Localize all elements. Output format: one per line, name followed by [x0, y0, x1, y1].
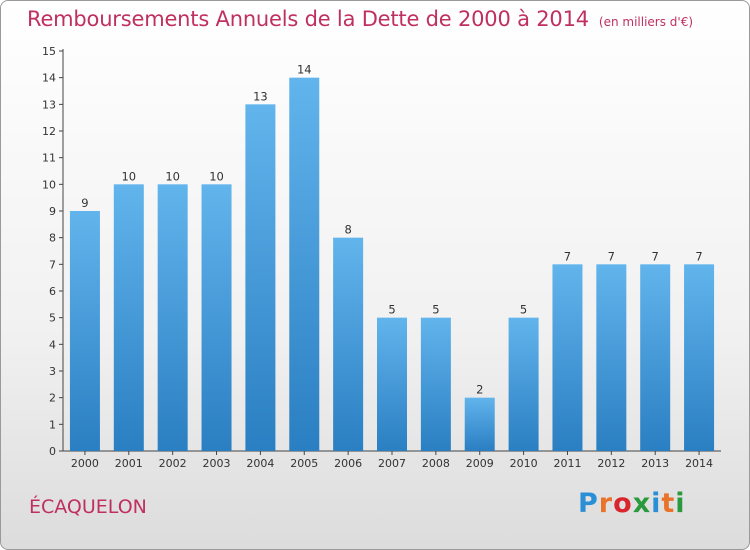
x-tick-label: 2001: [115, 457, 143, 470]
bar: [201, 184, 232, 452]
x-tick-label: 2013: [641, 457, 669, 470]
y-tick-label: 3: [49, 365, 56, 378]
y-tick-label: 13: [42, 98, 56, 111]
chart-data-labels: 9 10 10 10 13 14 8 5 5 2 5 7 7 7 7: [81, 63, 702, 397]
bar: [552, 264, 583, 451]
data-label: 13: [253, 89, 268, 103]
bar: [377, 317, 407, 451]
y-tick-label: 11: [42, 152, 56, 165]
y-tick-label: 1: [49, 418, 56, 431]
logo-letter: i: [675, 488, 686, 519]
y-tick-label: 6: [49, 285, 56, 298]
bar: [69, 211, 100, 451]
x-tick-label: 2011: [553, 457, 581, 470]
x-tick-label: 2000: [71, 457, 99, 470]
x-tick-label: 2003: [203, 457, 231, 470]
proxiti-logo: Proxiti: [578, 488, 686, 519]
logo-letter: i: [651, 488, 662, 519]
bar: [245, 104, 276, 451]
logo-letter: x: [632, 488, 652, 519]
chart-title: Remboursements Annuels de la Dette de 20…: [27, 7, 693, 31]
bar: [113, 184, 144, 452]
data-label: 7: [652, 249, 659, 263]
x-tick-label: 2007: [378, 457, 406, 470]
data-label: 7: [608, 249, 615, 263]
y-tick-label: 14: [42, 72, 56, 85]
title-text: Remboursements Annuels de la Dette de 20…: [27, 7, 589, 31]
bar: [508, 317, 539, 451]
y-tick-label: 15: [42, 45, 56, 58]
bar: [333, 237, 364, 451]
chart-x-tick-labels: 2000 2001 2002 2003 2004 2005 2006 2007 2008 2009…: [71, 457, 713, 470]
y-tick-label: 8: [49, 232, 56, 245]
data-label: 5: [388, 303, 395, 317]
data-label: 8: [344, 223, 351, 237]
x-tick-label: 2014: [685, 457, 713, 470]
data-label: 10: [209, 169, 224, 183]
data-label: 10: [165, 169, 180, 183]
data-label: 10: [121, 169, 136, 183]
data-label: 5: [520, 303, 527, 317]
bar: [464, 397, 495, 451]
bar: [596, 264, 627, 451]
y-tick-label: 12: [42, 125, 56, 138]
data-label: 5: [432, 303, 439, 317]
y-tick-label: 4: [49, 338, 56, 351]
chart-bars: [69, 77, 715, 452]
data-label: 7: [695, 249, 702, 263]
logo-letter: o: [613, 488, 633, 519]
logo-letter: r: [598, 488, 614, 519]
bar: [289, 77, 320, 452]
bar: [157, 184, 188, 452]
x-tick-label: 2008: [422, 457, 450, 470]
x-tick-label: 2006: [334, 457, 362, 470]
y-tick-label: 9: [49, 205, 56, 218]
chart-subtitle: (en milliers d'€): [598, 15, 694, 29]
x-tick-label: 2004: [246, 457, 274, 470]
data-label: 14: [297, 63, 312, 77]
bar: [640, 264, 671, 451]
y-tick-label: 5: [49, 312, 56, 325]
logo-letter: t: [661, 488, 676, 519]
x-tick-label: 2002: [159, 457, 187, 470]
bar: [684, 264, 715, 451]
x-tick-label: 2012: [597, 457, 625, 470]
logo-letter: P: [578, 488, 599, 519]
commune-name: ÉCAQUELON: [29, 496, 147, 518]
data-label: 9: [81, 196, 88, 210]
y-tick-label: 10: [42, 178, 56, 191]
y-tick-label: 2: [49, 392, 56, 405]
data-label: 7: [564, 249, 571, 263]
y-tick-label: 0: [49, 445, 56, 458]
data-label: 2: [476, 383, 483, 397]
bar: [420, 317, 451, 451]
x-tick-label: 2009: [466, 457, 494, 470]
x-tick-label: 2010: [510, 457, 538, 470]
x-tick-label: 2005: [290, 457, 318, 470]
y-tick-label: 7: [49, 258, 56, 271]
